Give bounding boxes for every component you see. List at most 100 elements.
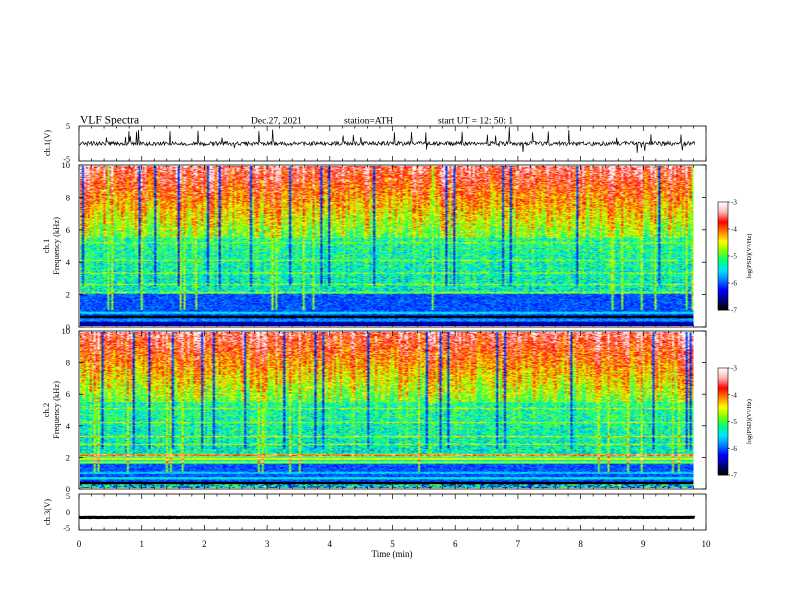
colorbar-swatch [718,259,728,262]
colorbar-swatch [718,234,728,237]
ch1-spectrogram-xticks [78,165,707,327]
colorbar-swatch [718,464,728,467]
ch3-waveform-panel: 5 0 -5 ch.3(V) [42,492,707,533]
colorbar-swatch [718,430,728,433]
colorbar-swatch [718,371,728,374]
colorbar-swatch [718,261,728,264]
ch1-spectrogram-yticks: 0 2 4 6 8 10 [62,160,706,332]
colorbar-swatch [718,221,728,224]
ytick-label: 4 [66,421,71,431]
colorbar-swatch [718,453,728,456]
ch2-spectrogram-heatmap [80,332,694,488]
colorbar-swatch [718,380,728,383]
colorbar-swatch [718,446,728,449]
colorbar-tick-label: -5 [731,418,737,426]
colorbar-swatch [718,400,728,403]
colorbar-swatch [718,466,728,469]
time-tick-label: 6 [453,539,458,549]
colorbar-swatch [718,451,728,454]
colorbar-swatch [718,396,728,399]
colorbar-swatch [718,270,728,273]
ch2-spectrogram-xticks [78,331,707,489]
colorbar-swatch [718,458,728,462]
colorbar-swatch [718,471,728,474]
ytick-label: 10 [62,326,71,336]
colorbar-swatch [718,417,728,421]
colorbar-tick-label: -5 [731,253,737,261]
colorbar-swatch [718,238,728,241]
colorbar-swatch [718,202,728,205]
ch1-waveform-xticks [78,126,707,161]
time-tick-label: 0 [77,539,82,549]
colorbar-swatch [718,444,728,447]
colorbar-swatch [718,407,728,410]
colorbar-swatch [718,401,728,405]
colorbar-swatch [718,460,728,463]
ch1-ytick-bottom: -5 [63,155,70,164]
colorbar-label: log(PSD)(V²/Hz) [746,234,753,279]
colorbar-swatch [718,274,728,277]
ytick-label: 8 [66,192,70,202]
colorbar-swatch [718,214,728,217]
colorbar-swatch [718,423,728,426]
colorbar-swatch [718,248,728,251]
ch1-colorbar: -3 -4 -5 -6 -7 log(PSD)(V²/Hz) [717,199,753,315]
colorbar-swatch [718,292,728,295]
colorbar-tick-label: -4 [731,226,737,234]
ch3-ytick-middle: 0 [66,508,70,517]
colorbar-swatch [718,410,728,413]
colorbar-swatch [718,432,728,435]
colorbar-swatch [718,293,728,296]
colorbar-swatch [718,254,728,257]
colorbar-swatch [718,382,728,385]
colorbar-swatch [718,425,728,428]
ch3-ytick-bottom: -5 [63,524,70,533]
ch1-ytick-top: 5 [66,122,70,131]
colorbar-swatch [718,378,728,381]
ytick-label: 0 [66,322,70,332]
colorbar-swatch [718,223,728,226]
colorbar-swatch [718,306,728,309]
ytick-label: 2 [66,452,70,462]
time-tick-label: 2 [202,539,207,549]
time-axis-label: Time (min) [372,549,413,559]
ytick-label: 0 [66,484,70,494]
colorbar-swatch [718,239,728,242]
colorbar-swatch [718,301,728,304]
ytick-label: 10 [62,160,71,170]
colorbar-swatch [718,450,728,453]
ch3-ytick-top: 5 [66,492,70,501]
colorbar-swatch [718,304,728,307]
ytick-label: 6 [66,389,70,399]
colorbar-swatch [718,421,728,424]
ytick-label: 6 [66,225,70,235]
colorbar-swatch [718,281,728,284]
colorbar-swatch [718,369,728,372]
ch2-colorbar: -3 -4 -5 -6 -7 log(PSD)(V²/Hz) [717,365,753,480]
time-tick-label: 10 [702,539,712,549]
colorbar-label: log(PSD)(V²/Hz) [746,399,753,444]
colorbar-swatch [718,245,728,248]
colorbar-swatch [718,241,728,244]
colorbar-swatch [718,243,728,246]
colorbar-swatch [718,375,728,378]
colorbar-swatch [718,266,728,269]
colorbar-tick-label: -7 [731,307,737,315]
colorbar-swatch [718,203,728,206]
ch3-waveform-xticks [78,494,707,530]
colorbar-swatch [718,412,728,415]
colorbar-swatch [718,457,728,460]
colorbar-swatch [718,265,728,268]
colorbar-swatch [718,308,728,311]
colorbar-swatch [718,433,728,437]
colorbar-swatch [718,297,728,300]
colorbar-swatch [718,391,728,394]
colorbar-swatch [718,392,728,396]
colorbar-swatch [718,389,728,392]
time-axis-tick-labels: 0 1 2 3 4 5 6 7 8 9 10 [77,539,711,549]
colorbar-swatch [718,469,728,472]
colorbar-swatch [718,462,728,465]
colorbar-swatch [718,467,728,471]
colorbar-swatch [718,403,728,406]
colorbar-swatch [718,439,728,442]
